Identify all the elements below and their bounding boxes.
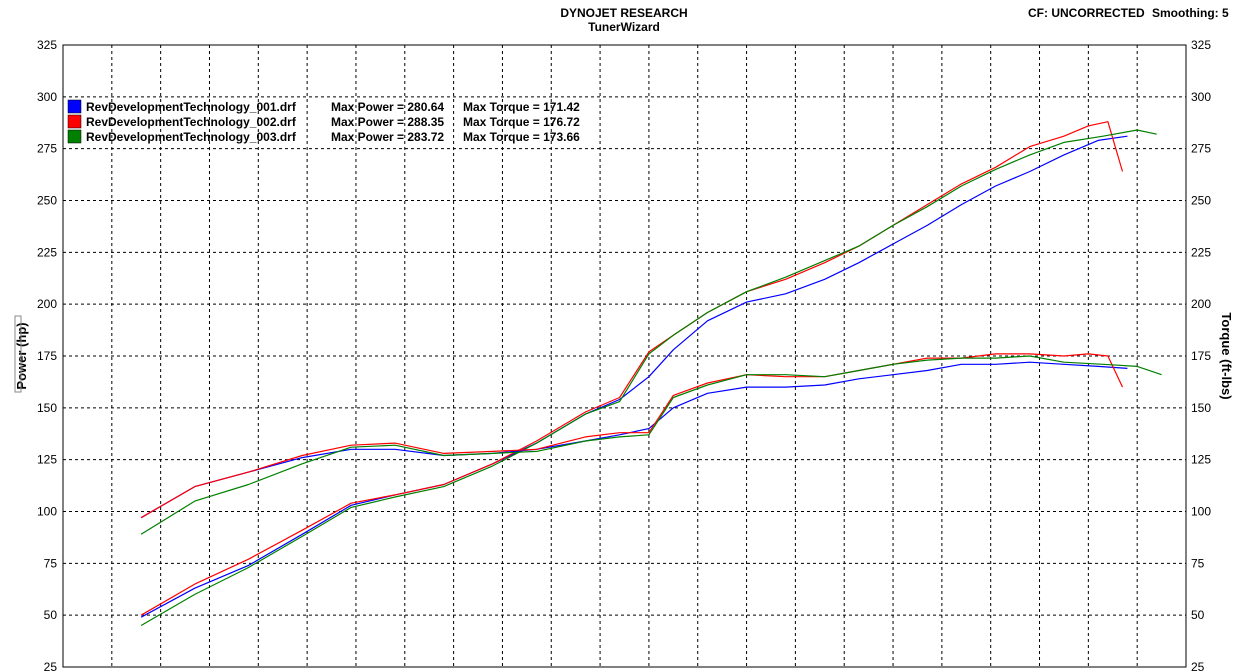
y-tick-label-right: 250 — [1191, 194, 1211, 208]
legend-max-torque: Max Torque = 176.72 — [463, 115, 580, 129]
legend-file-name: RevDevelopmentTechnology_003.drf — [86, 130, 297, 144]
torque-curve — [140, 355, 1162, 535]
power-curve — [140, 129, 1157, 627]
left-axis-marker — [14, 315, 22, 393]
legend-max-power: Max Power = 288.35 — [331, 115, 444, 129]
correction-factor-label: CF: UNCORRECTED — [1028, 6, 1145, 20]
legend-max-torque: Max Torque = 173.66 — [463, 130, 580, 144]
y-tick-label-right: 225 — [1191, 245, 1211, 259]
y-tick-label-right: 125 — [1191, 453, 1211, 467]
y-tick-label-right: 200 — [1191, 297, 1211, 311]
y-tick-label-right: 275 — [1191, 142, 1211, 156]
smoothing-label: Smoothing: 5 — [1152, 6, 1229, 20]
y-tick-label-right: 50 — [1191, 608, 1205, 622]
title-line-1: DYNOJET RESEARCH — [560, 6, 687, 20]
y-tick-label-right: 150 — [1191, 401, 1211, 415]
y-tick-label-left: 50 — [44, 608, 58, 622]
y-tick-label-left: 225 — [37, 245, 57, 259]
legend-max-power: Max Power = 283.72 — [331, 130, 444, 144]
legend-swatch — [67, 114, 82, 129]
legend-max-torque: Max Torque = 171.42 — [463, 100, 580, 114]
y-tick-label-right: 75 — [1191, 556, 1205, 570]
legend: RevDevelopmentTechnology_001.drf Max Powe… — [67, 99, 580, 144]
grid — [63, 45, 1186, 667]
y-tick-label-left: 175 — [37, 349, 57, 363]
y-tick-label-left: 75 — [44, 556, 58, 570]
legend-swatch — [67, 129, 82, 144]
series-group — [140, 121, 1162, 627]
y-tick-label-left: 150 — [37, 401, 57, 415]
y-tick-label-right: 325 — [1191, 38, 1211, 52]
torque-curve — [140, 353, 1124, 519]
y-tick-label-right: 25 — [1191, 660, 1205, 672]
y-tick-label-right: 100 — [1191, 505, 1211, 519]
y-tick-label-left: 300 — [37, 90, 57, 104]
y-tick-label-left: 250 — [37, 194, 57, 208]
y-tick-label-left: 275 — [37, 142, 57, 156]
y-tick-label-left: 25 — [44, 660, 58, 672]
y-axis-right: 25 50 75 100 125 150 175 200 225 250 275 300 325 — [1191, 38, 1211, 672]
y-tick-label-left: 125 — [37, 453, 57, 467]
legend-swatch — [67, 99, 82, 114]
power-curve — [140, 135, 1128, 618]
y-tick-label-left: 200 — [37, 297, 57, 311]
legend-max-power: Max Power = 280.64 — [331, 100, 444, 114]
y-axis-right-label: Torque (ft-lbs) — [1219, 312, 1234, 399]
y-tick-label-left: 100 — [37, 505, 57, 519]
y-axis-left: 25 50 75 100 125 150 175 200 225 250 275 300 325 — [37, 38, 57, 672]
y-tick-label-right: 175 — [1191, 349, 1211, 363]
legend-file-name: RevDevelopmentTechnology_002.drf — [86, 115, 297, 129]
y-tick-label-left: 325 — [37, 38, 57, 52]
legend-file-name: RevDevelopmentTechnology_001.drf — [86, 100, 297, 114]
title-line-2: TunerWizard — [588, 20, 660, 34]
torque-curve — [140, 361, 1128, 519]
y-tick-label-right: 300 — [1191, 90, 1211, 104]
